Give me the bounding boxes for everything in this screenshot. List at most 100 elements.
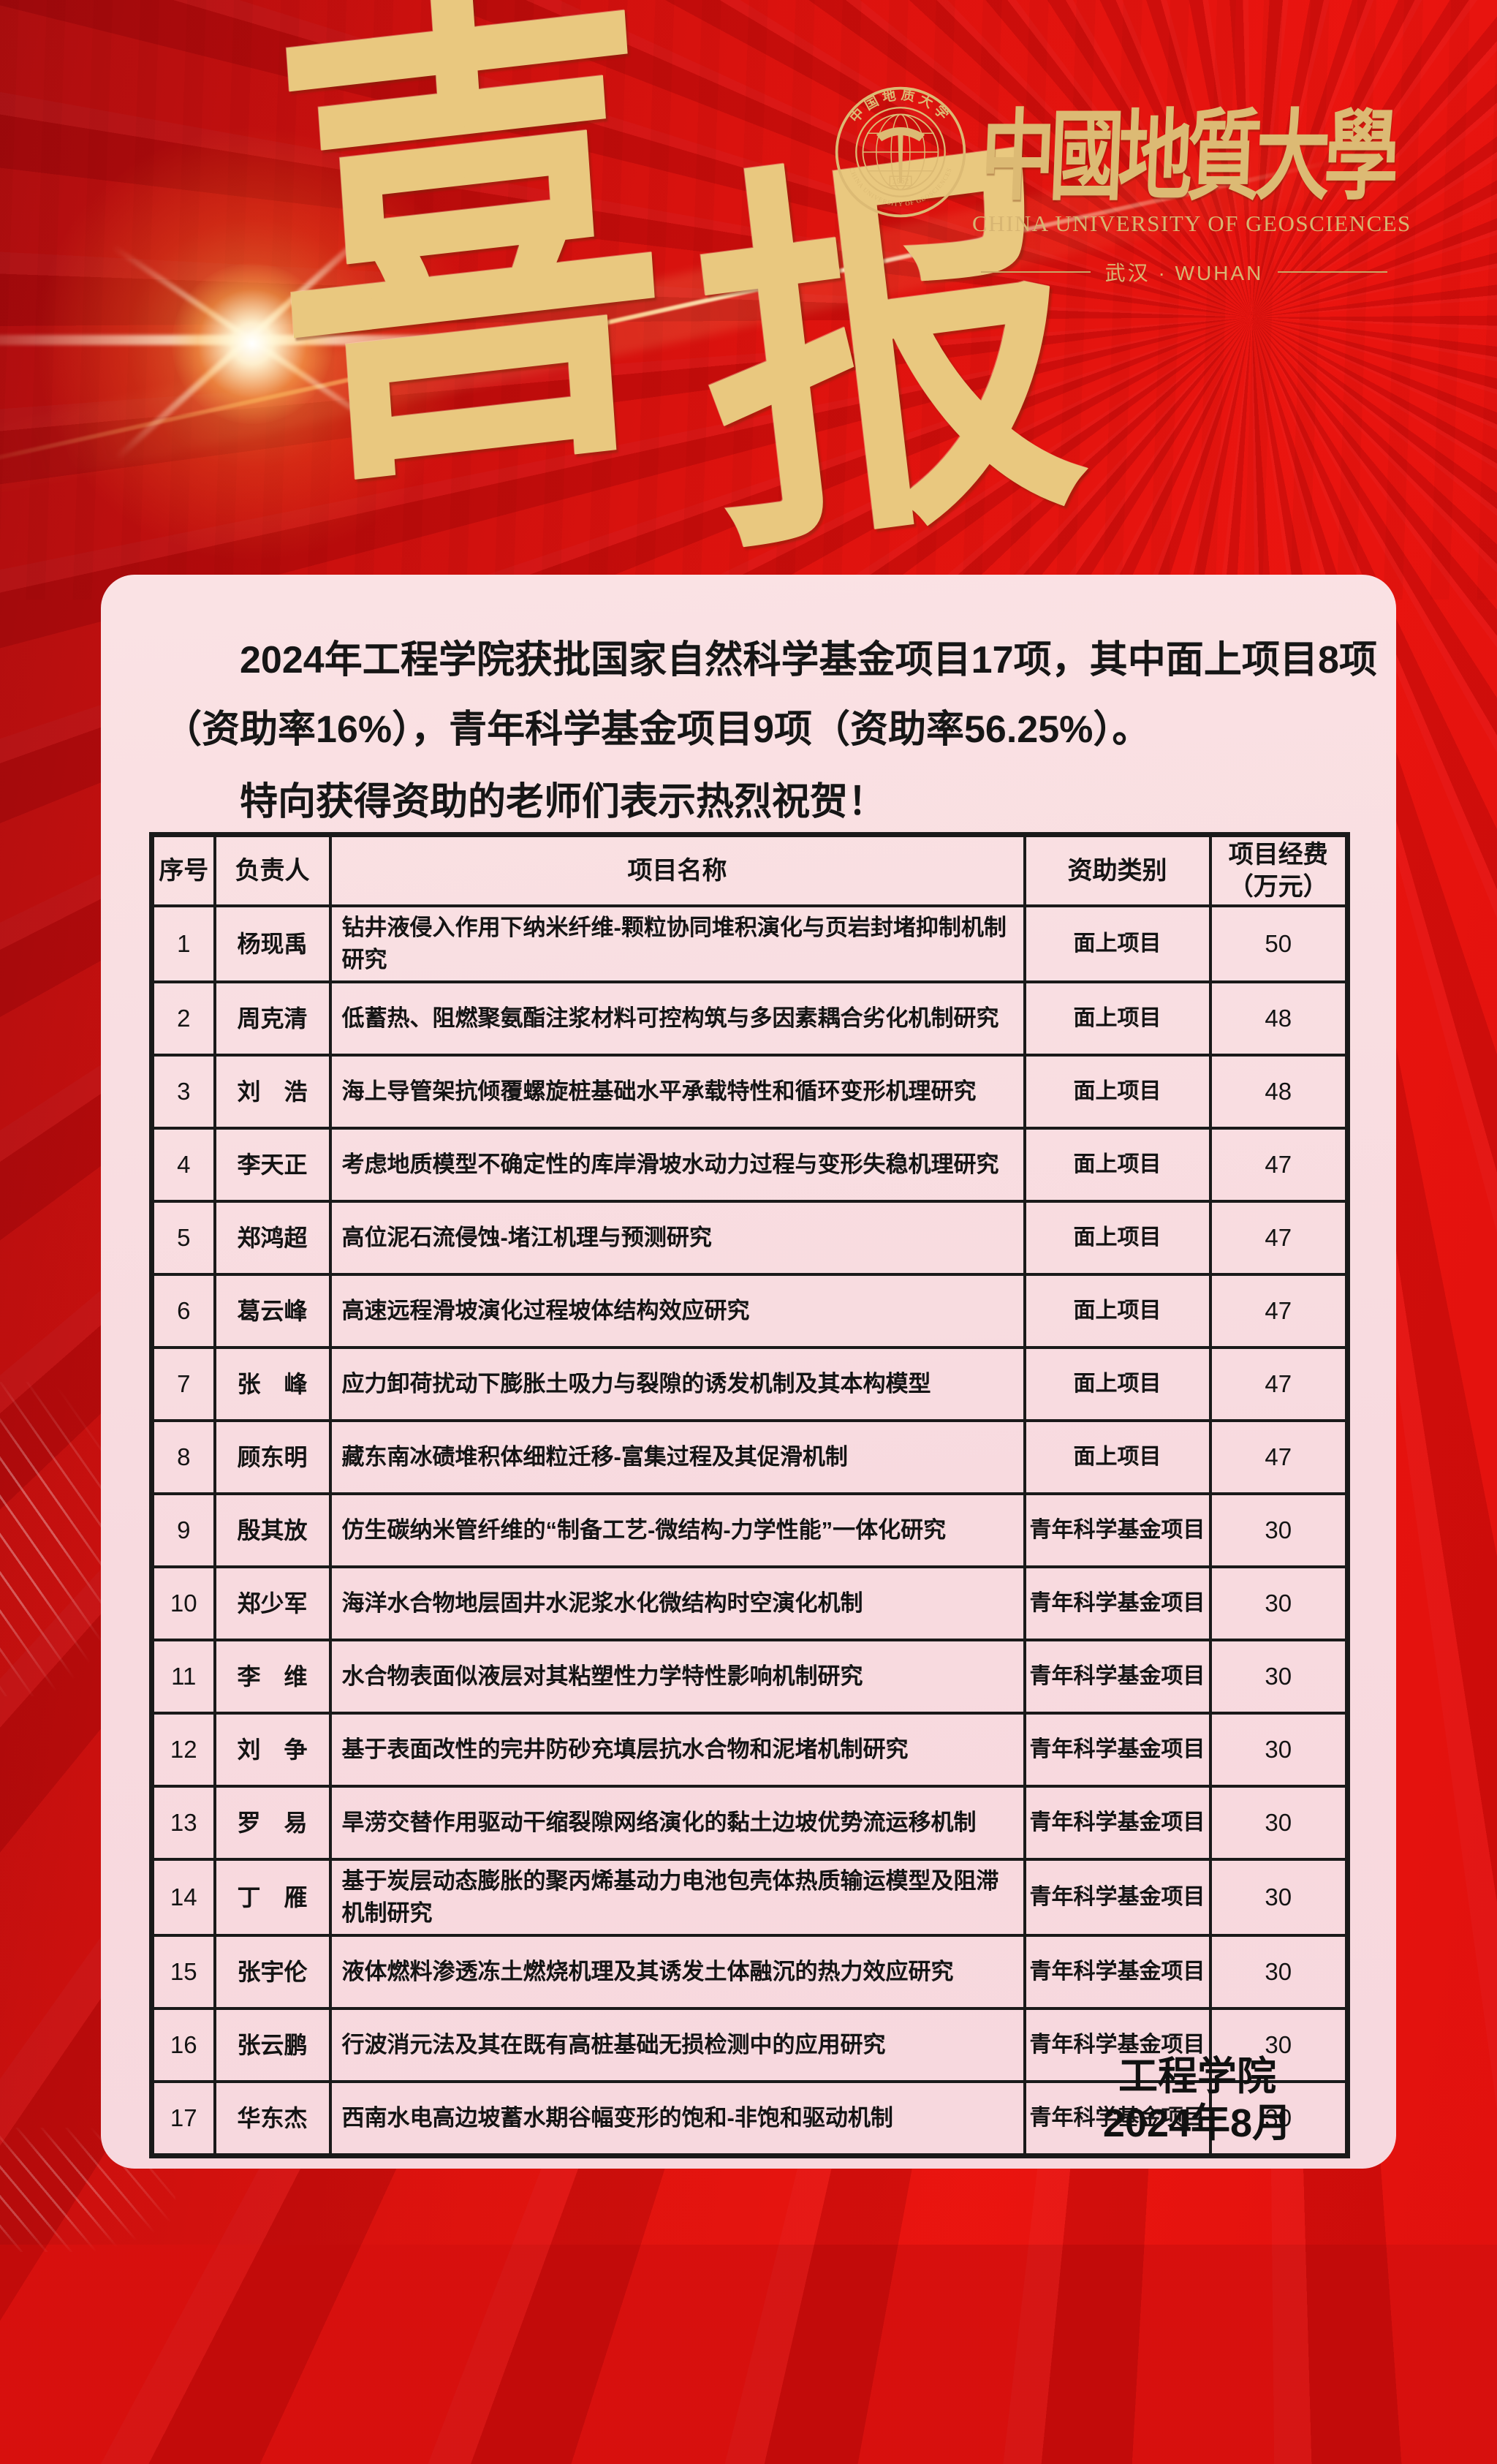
table-row: 4 李天正 考虑地质模型不确定性的库岸滑坡水动力过程与变形失稳机理研究 面上项目… <box>150 1127 1349 1203</box>
cell-no: 11 <box>150 1639 216 1715</box>
table-row: 5 郑鸿超 高位泥石流侵蚀-堵江机理与预测研究 面上项目 47 <box>150 1200 1349 1276</box>
cell-pi: 张云鹏 <box>213 2007 332 2083</box>
cell-title: 高位泥石流侵蚀-堵江机理与预测研究 <box>328 1200 1026 1276</box>
grant-table: 序号 负责人 项目名称 资助类别 项目经费 （万元） 1 杨现禹 钻井液侵入作用… <box>149 832 1350 2158</box>
cell-title: 基于炭层动态膨胀的聚丙烯基动力电池包壳体热质输运模型及阻滞机制研究 <box>328 1858 1026 1937</box>
table-row: 9 殷其放 仿生碳纳米管纤维的“制备工艺-微结构-力学性能”一体化研究 青年科学… <box>150 1492 1349 1568</box>
location-rule-right <box>1278 271 1388 273</box>
cell-category: 面上项目 <box>1023 1054 1212 1130</box>
cell-title: 海上导管架抗倾覆螺旋桩基础水平承载特性和循环变形机理研究 <box>328 1054 1026 1130</box>
cell-pi: 殷其放 <box>213 1492 332 1568</box>
table-header: 序号 负责人 项目名称 资助类别 项目经费 （万元） <box>150 833 1349 907</box>
cell-category: 面上项目 <box>1023 1127 1212 1203</box>
header-category: 资助类别 <box>1023 833 1212 907</box>
cell-no: 2 <box>150 980 216 1057</box>
cell-funding: 47 <box>1208 1419 1349 1495</box>
announcement-card: 2024年工程学院获批国家自然科学基金项目17项，其中面上项目8项（资助率16%… <box>101 575 1396 2169</box>
card-footer: 工程学院 2024年8月 <box>1044 2053 1351 2147</box>
cell-category: 面上项目 <box>1023 1346 1212 1422</box>
cell-pi: 郑少军 <box>213 1565 332 1641</box>
cell-category: 面上项目 <box>1023 1419 1212 1495</box>
table-row: 8 顾东明 藏东南冰碛堆积体细粒迁移-富集过程及其促滑机制 面上项目 47 <box>150 1419 1349 1495</box>
cell-category: 青年科学基金项目 <box>1023 1565 1212 1641</box>
cell-title: 旱涝交替作用驱动干缩裂隙网络演化的黏土边坡优势流运移机制 <box>328 1785 1026 1861</box>
table-row: 15 张宇伦 液体燃料渗透冻土燃烧机理及其诱发土体融沉的热力效应研究 青年科学基… <box>150 1934 1349 2010</box>
cell-pi: 周克清 <box>213 980 332 1057</box>
table-row: 16 张云鹏 行波消元法及其在既有高桩基础无损检测中的应用研究 青年科学基金项目… <box>150 2007 1349 2083</box>
footer-date: 2024年8月 <box>1102 2101 1292 2145</box>
cell-pi: 罗 易 <box>213 1785 332 1861</box>
cell-category: 面上项目 <box>1023 904 1212 983</box>
cell-title: 钻井液侵入作用下纳米纤维-颗粒协同堆积演化与页岩封堵抑制机制研究 <box>328 904 1026 983</box>
table-row: 6 葛云峰 高速远程滑坡演化过程坡体结构效应研究 面上项目 47 <box>150 1273 1349 1349</box>
location-rule-left <box>980 271 1091 273</box>
table-header-row: 序号 负责人 项目名称 资助类别 项目经费 （万元） <box>150 833 1349 907</box>
cell-pi: 刘 争 <box>213 1712 332 1788</box>
table-row: 7 张 峰 应力卸荷扰动下膨胀土吸力与裂隙的诱发机制及其本构模型 面上项目 47 <box>150 1346 1349 1422</box>
cell-funding: 30 <box>1208 2080 1349 2158</box>
cell-no: 13 <box>150 1785 216 1861</box>
cell-category: 青年科学基金项目 <box>1023 2080 1212 2158</box>
cell-funding: 47 <box>1208 1127 1349 1203</box>
university-seal-icon: 1952 中国地质大学 CHINA UNIVERSITY OF GEOSCIEN… <box>835 86 966 218</box>
cell-category: 青年科学基金项目 <box>1023 1492 1212 1568</box>
cell-pi: 张宇伦 <box>213 1934 332 2010</box>
table-row: 12 刘 争 基于表面改性的完井防砂充填层抗水合物和泥堵机制研究 青年科学基金项… <box>150 1712 1349 1788</box>
cell-funding: 48 <box>1208 1054 1349 1130</box>
cell-funding: 30 <box>1208 1712 1349 1788</box>
cell-pi: 李 维 <box>213 1639 332 1715</box>
cell-title: 海洋水合物地层固井水泥浆水化微结构时空演化机制 <box>328 1565 1026 1641</box>
university-name-en: CHINA UNIVERSITY OF GEOSCIENCES <box>972 211 1411 236</box>
cell-title: 仿生碳纳米管纤维的“制备工艺-微结构-力学性能”一体化研究 <box>328 1492 1026 1568</box>
cell-no: 6 <box>150 1273 216 1349</box>
intro-paragraph-2: 特向获得资助的老师们表示热烈祝贺！ <box>240 781 887 823</box>
cell-funding: 47 <box>1208 1200 1349 1276</box>
cell-title: 液体燃料渗透冻土燃烧机理及其诱发土体融沉的热力效应研究 <box>328 1934 1026 2010</box>
university-location-label: 武汉 · WUHAN <box>1104 262 1264 284</box>
cell-category: 面上项目 <box>1023 980 1212 1057</box>
cell-no: 10 <box>150 1565 216 1641</box>
header-funding: 项目经费 （万元） <box>1208 833 1349 907</box>
cell-pi: 李天正 <box>213 1127 332 1203</box>
cell-category: 青年科学基金项目 <box>1023 1712 1212 1788</box>
intro-text: 2024年工程学院获批国家自然科学基金项目17项，其中面上项目8项（资助率16%… <box>164 626 1377 837</box>
cell-title: 高速远程滑坡演化过程坡体结构效应研究 <box>328 1273 1026 1349</box>
cell-funding: 30 <box>1208 1639 1349 1715</box>
cell-title: 基于表面改性的完井防砂充填层抗水合物和泥堵机制研究 <box>328 1712 1026 1788</box>
cell-category: 青年科学基金项目 <box>1023 2007 1212 2083</box>
cell-pi: 华东杰 <box>213 2080 332 2158</box>
university-location: 武汉 · WUHAN <box>972 257 1396 287</box>
cell-no: 1 <box>150 904 216 983</box>
cell-funding: 30 <box>1208 1934 1349 2010</box>
cell-category: 青年科学基金项目 <box>1023 1785 1212 1861</box>
cell-funding: 30 <box>1208 2007 1349 2083</box>
cell-category: 青年科学基金项目 <box>1023 1639 1212 1715</box>
cell-no: 4 <box>150 1127 216 1203</box>
cell-title: 应力卸荷扰动下膨胀土吸力与裂隙的诱发机制及其本构模型 <box>328 1346 1026 1422</box>
cell-category: 青年科学基金项目 <box>1023 1934 1212 2010</box>
cell-funding: 30 <box>1208 1565 1349 1641</box>
table-row: 2 周克清 低蓄热、阻燃聚氨酯注浆材料可控构筑与多因素耦合劣化机制研究 面上项目… <box>150 980 1349 1057</box>
cell-no: 7 <box>150 1346 216 1422</box>
table-row: 3 刘 浩 海上导管架抗倾覆螺旋桩基础水平承载特性和循环变形机理研究 面上项目 … <box>150 1054 1349 1130</box>
cell-category: 青年科学基金项目 <box>1023 1858 1212 1937</box>
cell-no: 15 <box>150 1934 216 2010</box>
table-row: 13 罗 易 旱涝交替作用驱动干缩裂隙网络演化的黏土边坡优势流运移机制 青年科学… <box>150 1785 1349 1861</box>
table-row: 17 华东杰 西南水电高边坡蓄水期谷幅变形的饱和-非饱和驱动机制 青年科学基金项… <box>150 2080 1349 2158</box>
header-title: 项目名称 <box>328 833 1026 907</box>
cell-no: 16 <box>150 2007 216 2083</box>
table-row: 1 杨现禹 钻井液侵入作用下纳米纤维-颗粒协同堆积演化与页岩封堵抑制机制研究 面… <box>150 904 1349 983</box>
table-body: 1 杨现禹 钻井液侵入作用下纳米纤维-颗粒协同堆积演化与页岩封堵抑制机制研究 面… <box>150 904 1349 2158</box>
cell-title: 水合物表面似液层对其粘塑性力学特性影响机制研究 <box>328 1639 1026 1715</box>
lens-flare-core <box>172 263 333 424</box>
cell-funding: 50 <box>1208 904 1349 983</box>
cell-no: 9 <box>150 1492 216 1568</box>
cell-category: 面上项目 <box>1023 1200 1212 1276</box>
cell-funding: 30 <box>1208 1858 1349 1937</box>
table-row: 14 丁 雁 基于炭层动态膨胀的聚丙烯基动力电池包壳体热质输运模型及阻滞机制研究… <box>150 1858 1349 1937</box>
header-pi: 负责人 <box>213 833 332 907</box>
university-name-zh: 中國地質大學 <box>978 99 1395 215</box>
cell-no: 8 <box>150 1419 216 1495</box>
footer-college: 工程学院 <box>1118 2055 1276 2098</box>
header-funding-line2: （万元） <box>1228 873 1328 901</box>
